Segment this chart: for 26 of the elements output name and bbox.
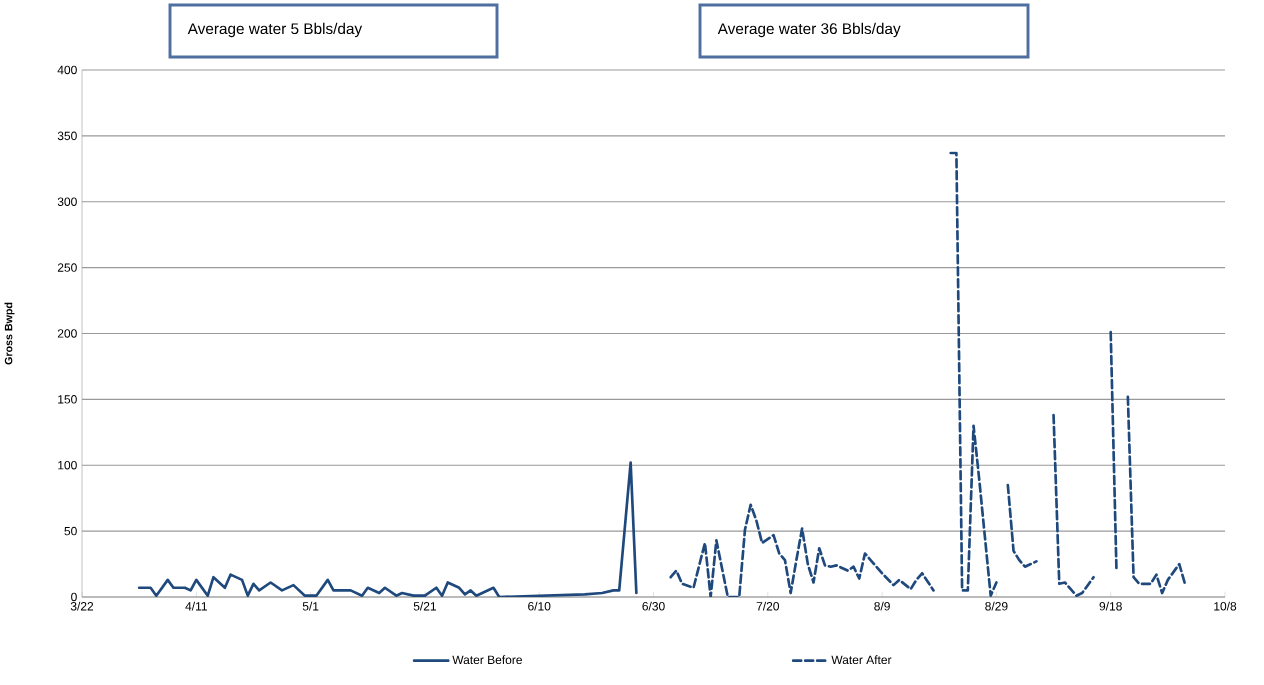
y-tick-label: 200: [57, 329, 77, 338]
text: Average water 5 Bbls/day: [187, 22, 363, 38]
x-tick-label: 6/10: [528, 601, 551, 611]
y-tick-label: 350: [57, 131, 77, 141]
y-tick-label: 0: [71, 592, 77, 602]
x-tick-label: 8/9: [874, 601, 890, 611]
y-tick-label: 250: [57, 263, 77, 272]
x-tick-label: 8/29: [985, 601, 1008, 611]
text: Average water 36 Bbls/day: [717, 22, 901, 38]
y-tick-label: 400: [57, 65, 77, 75]
x-tick-label: 5/21: [413, 601, 436, 611]
y-tick-label: 300: [57, 197, 77, 206]
x-tick-label: 3/22: [70, 601, 94, 611]
x-tick-label: 7/20: [756, 601, 780, 611]
y-tick-label: 50: [64, 526, 77, 536]
x-tick-label: 4/11: [185, 601, 207, 611]
legend-label: Water After: [831, 655, 892, 665]
line-series: [137, 461, 638, 597]
y-tick-label: 150: [58, 395, 77, 404]
x-tick-label: 9/18: [1099, 601, 1122, 611]
x-tick-label: 5/1: [302, 601, 319, 611]
legend-label: Water Before: [452, 655, 522, 665]
x-tick-label: 10/8: [1214, 601, 1237, 611]
x-tick-label: 6/30: [642, 601, 665, 611]
y-tick-label: 100: [58, 460, 77, 470]
y-axis-title: Gross Bwpd: [4, 302, 15, 365]
